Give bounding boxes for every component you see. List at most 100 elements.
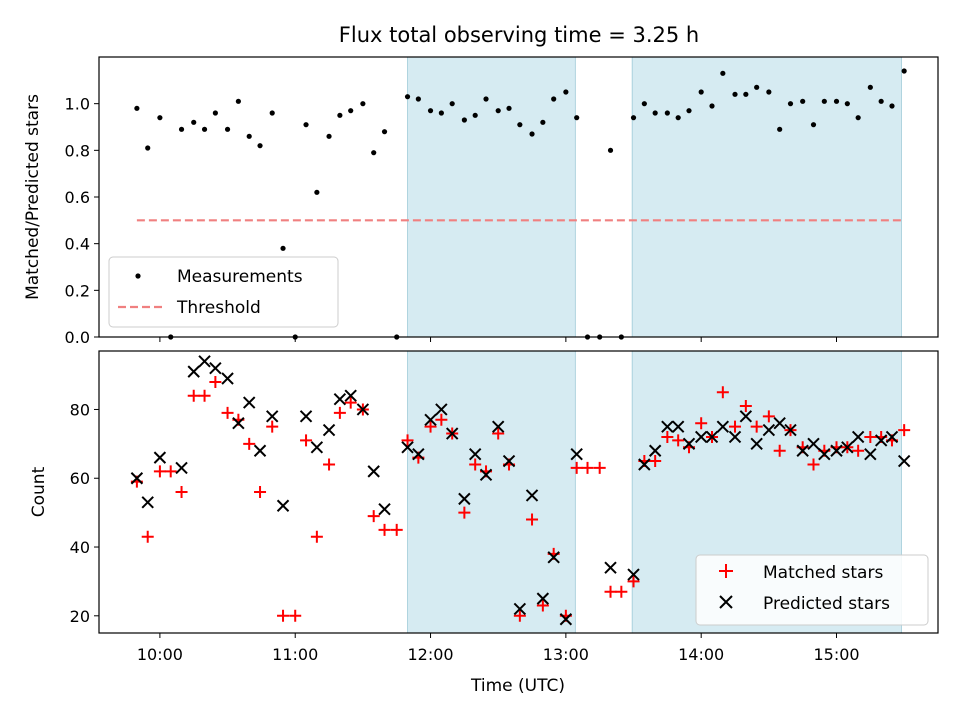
predicted-stars-point — [153, 451, 167, 464]
predicted-stars-point — [547, 551, 560, 564]
bottom-legend: Matched stars Predicted stars — [695, 554, 929, 626]
matched-stars-point — [513, 609, 526, 622]
bottom-x-tick-label: 12:00 — [407, 645, 453, 664]
measurement-point — [607, 147, 614, 153]
count-panel: 20 40 60 80 10:00 11:00 12:00 13:00 14:00 15:00 C… — [29, 350, 939, 696]
measurement-point — [551, 96, 557, 102]
matched-stars-point — [672, 434, 685, 447]
matched-stars-point — [695, 417, 708, 430]
predicted-stars-point — [276, 499, 290, 512]
measurement-point — [743, 91, 749, 97]
predicted-stars-point — [807, 437, 820, 451]
matched-stars-point — [581, 461, 594, 474]
measurement-point — [404, 94, 411, 100]
measurement-point — [630, 115, 637, 121]
predicted-stars-point — [232, 417, 245, 430]
matched-stars-point — [570, 461, 583, 474]
predicted-stars-point — [818, 447, 831, 461]
measurement-point — [472, 112, 478, 118]
predicted-stars-point — [344, 389, 357, 402]
matched-stars-point — [615, 585, 628, 598]
measurement-point — [766, 89, 772, 95]
predicted-stars-point — [694, 430, 708, 444]
measurement-point — [517, 122, 523, 128]
bottom-plot-frame — [98, 350, 939, 634]
matched-stars-point — [492, 427, 505, 440]
matched-stars-point — [649, 455, 662, 468]
measurement-point — [889, 103, 895, 109]
predicted-stars-point — [502, 454, 516, 468]
predicted-stars-point — [412, 447, 425, 461]
bottom-x-tick-label: 15:00 — [813, 645, 859, 664]
top-data-layer — [134, 68, 907, 340]
top-y-tick-label: 0.0 — [65, 328, 90, 347]
predicted-stars-point — [796, 444, 809, 457]
measurement-point — [303, 122, 309, 128]
predicted-stars-point — [716, 420, 730, 433]
predicted-stars-point — [187, 365, 200, 378]
predicted-stars-point — [627, 568, 640, 581]
measurement-point — [134, 105, 140, 111]
matched-stars-point — [898, 424, 911, 437]
top-y-axis-label: Matched/Predicted stars — [23, 94, 43, 300]
measurement-point — [675, 115, 681, 121]
measurement-point — [449, 101, 455, 107]
measurement-point — [787, 101, 794, 107]
measurement-point — [506, 105, 512, 111]
bottom-x-tick-label: 14:00 — [678, 645, 724, 664]
matched-stars-point — [390, 523, 403, 536]
predicted-stars-point — [322, 423, 336, 437]
measurement-point — [269, 110, 275, 116]
matched-stars-point — [266, 420, 279, 433]
measurement-point — [348, 108, 354, 114]
predicted-stars-point — [479, 468, 493, 482]
measurement-point — [495, 108, 501, 114]
measurement-point — [821, 98, 827, 104]
measurement-point — [686, 108, 692, 114]
measurement-point — [326, 133, 332, 139]
matched-stars-point — [604, 585, 617, 598]
predicted-stars-point — [864, 447, 877, 461]
measurement-point — [201, 126, 208, 132]
measurement-point — [732, 91, 738, 97]
matched-stars-point — [333, 406, 346, 419]
measurement-point — [855, 115, 861, 121]
matched-stars-point — [661, 430, 674, 443]
measurement-point — [664, 110, 670, 116]
bottom-y-axis-label: Count — [29, 466, 49, 517]
matched-stars-point — [435, 413, 448, 426]
matched-stars-point — [344, 396, 357, 409]
bottom-axes: 20 40 60 80 10:00 11:00 12:00 13:00 14:00 15:00 — [70, 400, 860, 664]
matched-stars-point — [401, 434, 414, 447]
predicted-stars-point — [266, 410, 279, 423]
measurement-point — [810, 122, 817, 128]
matched-stars-point — [627, 575, 640, 588]
matched-stars-point — [593, 461, 606, 474]
predicted-stars-point — [851, 430, 865, 444]
predicted-stars-point — [570, 447, 583, 461]
bottom-x-tick-label: 11:00 — [272, 645, 318, 664]
matched-stars-point — [221, 406, 234, 419]
measurement-point — [800, 98, 806, 104]
matched-stars-point — [367, 510, 380, 523]
measurement-point — [754, 84, 760, 90]
matched-stars-point — [729, 420, 742, 433]
predicted-stars-point — [299, 410, 313, 423]
top-legend-box — [108, 256, 339, 328]
measurement-point — [191, 119, 197, 125]
measurement-point — [574, 115, 580, 121]
bottom-y-tick-label: 20 — [70, 607, 90, 626]
matched-stars-point — [762, 410, 775, 423]
predicted-stars-point — [661, 420, 674, 433]
predicted-stars-point — [356, 403, 370, 416]
legend-label-predicted-stars: Predicted stars — [763, 594, 890, 614]
measurement-point — [314, 189, 320, 195]
matched-stars-point — [187, 389, 200, 402]
measurement-point — [652, 110, 658, 116]
matched-stars-point — [864, 430, 877, 443]
predicted-stars-point — [198, 355, 211, 368]
bottom-data-layer — [130, 355, 911, 626]
predicted-stars-point — [401, 441, 414, 454]
matched-stars-point — [739, 400, 752, 413]
top-legend: Measurements Threshold — [108, 256, 339, 328]
